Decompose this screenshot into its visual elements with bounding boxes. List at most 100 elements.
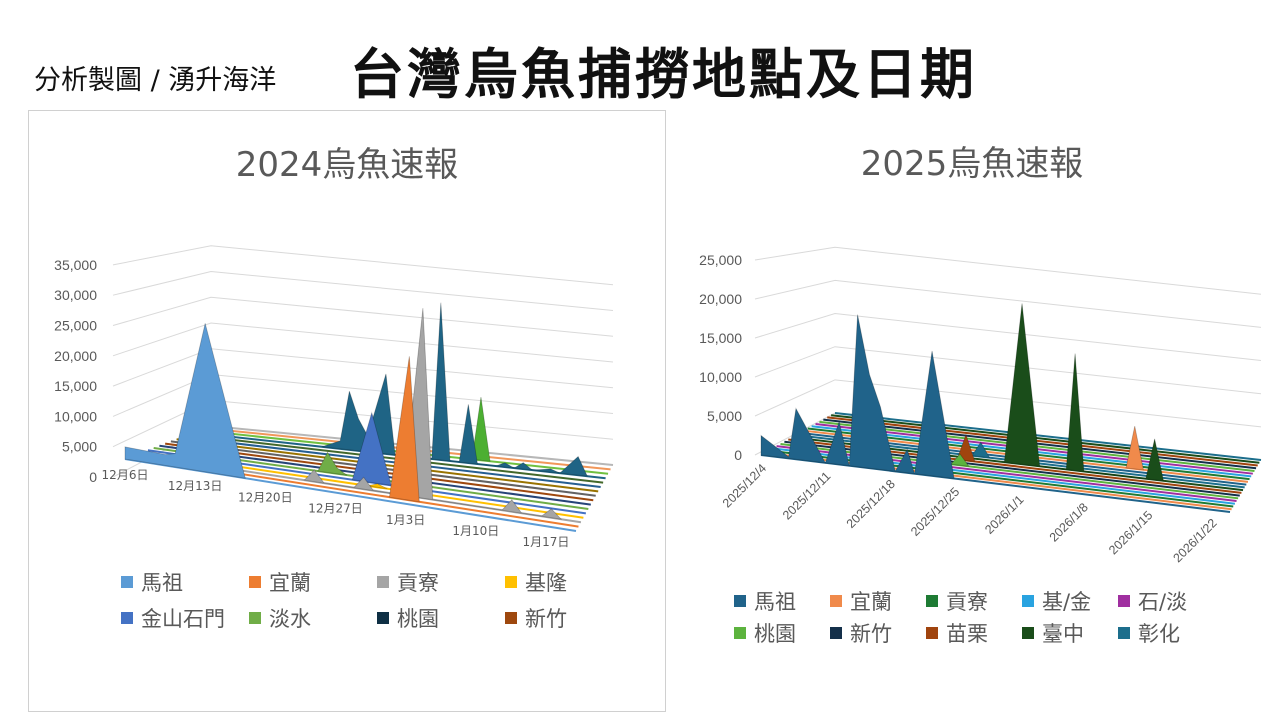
gridline xyxy=(754,313,1262,362)
gridline xyxy=(112,322,614,363)
y-tick-label: 30,000 xyxy=(54,287,97,303)
legend-item: 宜蘭 xyxy=(830,586,926,616)
legend-label: 桃園 xyxy=(754,622,796,646)
chart-2024-plot: 0 5,000 10,000 15,000 20,000 25,000 30,000 35,0… xyxy=(54,245,614,549)
legend-item: 馬祖 xyxy=(121,567,249,597)
legend-item: 桃園 xyxy=(377,603,505,633)
legend-label: 馬祖 xyxy=(141,571,183,595)
y-tick-label: 25,000 xyxy=(699,252,742,268)
legend-item: 貢寮 xyxy=(926,586,1022,616)
legend-item: 苗栗 xyxy=(926,618,1022,648)
legend-swatch xyxy=(926,595,938,607)
area-馬祖 xyxy=(124,323,246,479)
area-宜蘭 xyxy=(388,356,420,503)
y-tick-label: 15,000 xyxy=(54,378,97,394)
legend-label: 馬祖 xyxy=(754,590,796,614)
legend-swatch xyxy=(734,595,746,607)
legend-label: 臺中 xyxy=(1042,622,1084,646)
area-桃園 xyxy=(950,453,970,467)
gridline xyxy=(112,296,614,337)
legend-item: 新竹 xyxy=(830,618,926,648)
page-title: 台灣烏魚捕撈地點及日期 xyxy=(350,43,977,106)
area-淡水 xyxy=(317,451,348,476)
x-tick-label: 12月27日 xyxy=(308,502,363,516)
area-彰化 xyxy=(971,441,991,459)
legend-label: 基隆 xyxy=(525,571,567,595)
legend-swatch xyxy=(1118,595,1130,607)
legend-swatch xyxy=(830,595,842,607)
legend-item: 桃園 xyxy=(734,618,830,648)
floor-stripe xyxy=(772,447,1236,505)
legend-label: 桃園 xyxy=(397,607,439,631)
legend-item: 基隆 xyxy=(505,567,633,597)
legend-swatch xyxy=(1022,595,1034,607)
legend-swatch xyxy=(1118,627,1130,639)
y-tick-label: 10,000 xyxy=(54,408,97,424)
legend-label: 貢寮 xyxy=(946,590,988,614)
floor-stripe xyxy=(834,412,1262,461)
legend-item: 臺中 xyxy=(1022,618,1118,648)
legend-item: 馬祖 xyxy=(734,586,830,616)
legend-label: 宜蘭 xyxy=(269,571,311,595)
floor-stripe xyxy=(830,414,1260,464)
area-苗栗 xyxy=(956,433,976,462)
area-貢寮 xyxy=(303,308,563,520)
gridline xyxy=(112,270,614,311)
chart-2024-panel: 0 5,000 10,000 15,000 20,000 25,000 30,000 35,0… xyxy=(28,110,666,712)
chart-legend: 馬祖 宜蘭 貢寮 基隆金山石門 淡水 桃園 新竹 xyxy=(121,567,633,633)
floor-stripe xyxy=(176,438,599,493)
legend-swatch xyxy=(121,576,133,588)
legend-label: 宜蘭 xyxy=(850,590,892,614)
legend-swatch xyxy=(505,612,517,624)
area-臺中 xyxy=(1003,303,1164,482)
legend-label: 淡水 xyxy=(269,607,311,631)
legend-label: 基/金 xyxy=(1042,590,1092,614)
legend-swatch xyxy=(926,627,938,639)
x-tick-label: 2026/1/22 xyxy=(1171,516,1220,565)
x-tick-label: 12月20日 xyxy=(238,490,293,504)
y-tick-label: 0 xyxy=(89,469,97,485)
legend-swatch xyxy=(830,627,842,639)
gridline xyxy=(754,346,1262,395)
y-tick-label: 20,000 xyxy=(54,348,97,364)
legend-swatch xyxy=(249,612,261,624)
y-tick-label: 5,000 xyxy=(62,439,97,455)
gridline xyxy=(754,379,1262,428)
y-tick-label: 10,000 xyxy=(699,369,742,385)
legend-swatch xyxy=(1022,627,1034,639)
x-tick-label: 1月17日 xyxy=(522,535,569,549)
x-tick-label: 2025/12/4 xyxy=(720,461,769,510)
y-tick-label: 15,000 xyxy=(699,330,742,346)
x-tick-label: 2025/12/11 xyxy=(780,469,834,523)
legend-item: 貢寮 xyxy=(377,567,505,597)
floor-stripe xyxy=(823,418,1257,470)
legend-label: 新竹 xyxy=(850,622,892,646)
x-tick-label: 1月10日 xyxy=(452,524,499,538)
legend-swatch xyxy=(377,576,389,588)
gridline xyxy=(754,279,1262,328)
legend-label: 苗栗 xyxy=(946,622,988,646)
floor-stripe xyxy=(182,436,601,488)
legend-label: 貢寮 xyxy=(397,571,439,595)
chart-2025-panel: 0 5,000 10,000 15,000 20,000 25,000 2025/12/4 2… xyxy=(672,110,1272,710)
legend-swatch xyxy=(121,612,133,624)
legend-item: 淡水 xyxy=(249,603,377,633)
legend-item: 彰化 xyxy=(1118,618,1214,648)
x-tick-label: 2026/1/1 xyxy=(982,492,1026,536)
legend-label: 新竹 xyxy=(525,607,567,631)
credit-text: 分析製圖 / 湧升海洋 xyxy=(34,65,277,96)
floor-stripe xyxy=(827,416,1258,467)
x-tick-label: 1月3日 xyxy=(386,513,425,527)
legend-label: 金山石門 xyxy=(141,607,225,631)
legend-swatch xyxy=(377,612,389,624)
legend-item: 石/淡 xyxy=(1118,586,1214,616)
gridline xyxy=(754,246,1262,295)
x-tick-label: 2026/1/15 xyxy=(1106,508,1155,557)
legend-item: 金山石門 xyxy=(121,603,249,633)
chart-title: 2025烏魚速報 xyxy=(860,144,1084,184)
x-tick-label: 12月6日 xyxy=(102,468,149,482)
floor-stripe xyxy=(760,454,1231,513)
legend-swatch xyxy=(249,576,261,588)
y-tick-label: 35,000 xyxy=(54,257,97,273)
